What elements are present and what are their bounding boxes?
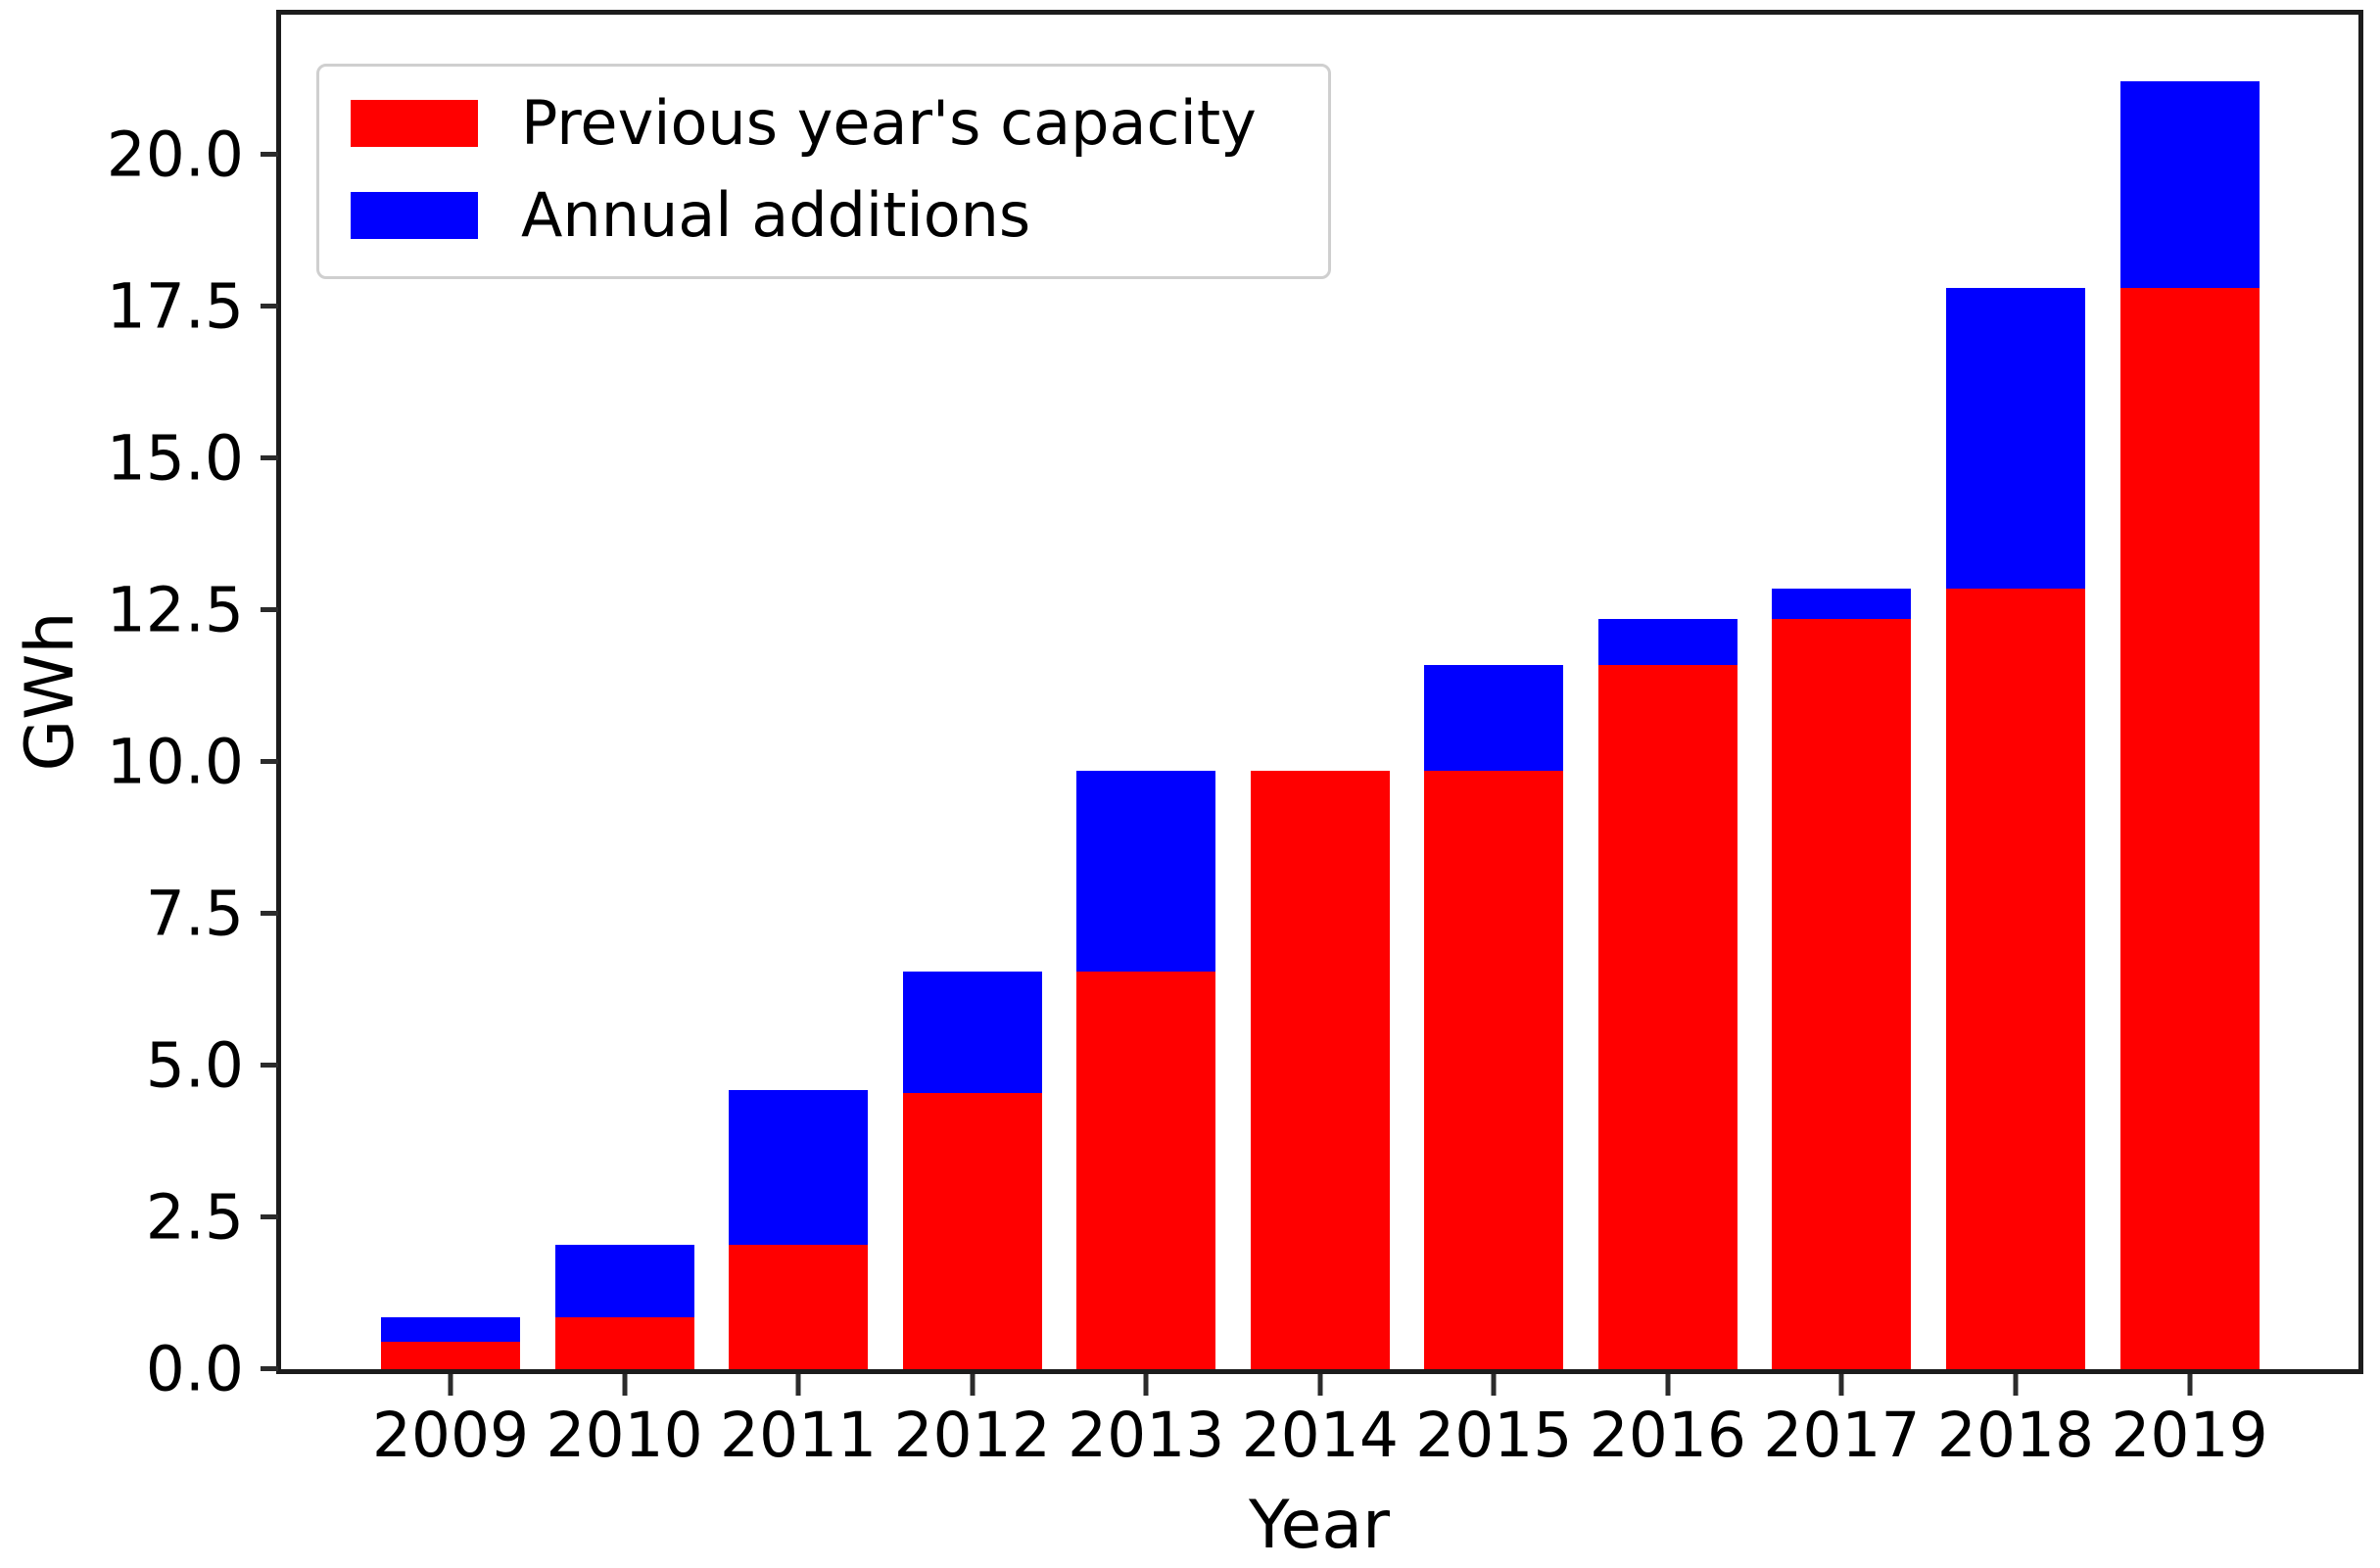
x-tick-2012	[970, 1374, 976, 1396]
plot-area: 0.0 2.5 5.0 7.5 10.0 12.5 15.0 17.5 20.0 2009 201…	[107, 10, 2363, 1466]
legend-swatch-blue	[351, 192, 478, 240]
x-tick-label-2013: 2013	[1068, 1400, 1225, 1471]
bar-2017-annual-additions	[1772, 589, 1912, 620]
y-axis-title: GWh	[12, 611, 89, 772]
x-tick-label-2016: 2016	[1589, 1400, 1747, 1471]
y-tick-20.0	[261, 151, 278, 157]
bar-2013-previous-capacity	[1076, 971, 1216, 1369]
x-tick-2017	[1838, 1374, 1844, 1396]
y-tick-label-10.0: 10.0	[106, 726, 244, 798]
bar-2016-annual-additions	[1597, 619, 1737, 665]
bar-2016-previous-capacity	[1597, 664, 1737, 1369]
x-tick-2015	[1491, 1374, 1497, 1396]
bar-2015-annual-additions	[1424, 664, 1564, 772]
x-tick-label-2019: 2019	[2111, 1400, 2268, 1471]
y-tick-label-5.0: 5.0	[145, 1029, 244, 1102]
x-tick-2013	[1143, 1374, 1149, 1396]
y-tick-0.0	[261, 1366, 278, 1371]
x-tick-label-2009: 2009	[371, 1400, 530, 1471]
x-tick-2016	[1665, 1374, 1671, 1396]
bar-2017-previous-capacity	[1772, 619, 1912, 1369]
bar-2010-previous-capacity	[554, 1317, 694, 1369]
bar-2012-annual-additions	[902, 971, 1042, 1093]
y-tick-2.5	[261, 1213, 278, 1219]
y-tick-label-12.5: 12.5	[106, 574, 244, 646]
bar-2019-annual-additions	[2119, 81, 2260, 289]
y-tick-7.5	[261, 910, 278, 916]
y-tick-label-0.0: 0.0	[145, 1333, 244, 1405]
y-tick-15.0	[261, 454, 278, 460]
x-tick-label-2011: 2011	[719, 1400, 878, 1471]
x-tick-2018	[2013, 1374, 2019, 1396]
x-tick-label-2012: 2012	[893, 1400, 1051, 1471]
bar-2013-annual-additions	[1076, 771, 1216, 972]
y-tick-label-20.0: 20.0	[106, 119, 244, 191]
x-axis-title: Year	[1249, 1487, 1390, 1564]
legend-row-previous-capacity: Previous year's capacity	[351, 87, 1295, 159]
y-tick-10.0	[261, 758, 278, 764]
bar-2019-previous-capacity	[2119, 288, 2260, 1369]
bar-2012-previous-capacity	[902, 1092, 1042, 1369]
x-tick-label-2017: 2017	[1763, 1400, 1921, 1471]
bar-2009-previous-capacity	[380, 1342, 520, 1369]
x-tick-2014	[1317, 1374, 1323, 1396]
x-tick-2009	[448, 1374, 453, 1396]
legend-row-annual-additions: Annual additions	[351, 179, 1295, 252]
bar-2011-annual-additions	[729, 1089, 869, 1245]
x-tick-label-2015: 2015	[1415, 1400, 1573, 1471]
y-tick-17.5	[261, 303, 278, 309]
bar-2018-previous-capacity	[1945, 589, 2085, 1369]
legend: Previous year's capacity Annual addition…	[316, 64, 1331, 280]
x-tick-2019	[2187, 1374, 2192, 1396]
x-tick-2010	[622, 1374, 628, 1396]
x-tick-label-2010: 2010	[546, 1400, 703, 1471]
legend-label-previous-capacity: Previous year's capacity	[521, 87, 1257, 159]
x-tick-label-2014: 2014	[1241, 1400, 1399, 1471]
legend-label-annual-additions: Annual additions	[521, 179, 1031, 252]
x-tick-2011	[795, 1374, 801, 1396]
x-tick-label-2018: 2018	[1936, 1400, 2095, 1471]
legend-swatch-red	[351, 100, 478, 148]
bar-2014-previous-capacity	[1250, 771, 1390, 1369]
bar-2011-previous-capacity	[729, 1244, 869, 1369]
bar-2015-previous-capacity	[1424, 771, 1564, 1369]
bar-2018-annual-additions	[1945, 288, 2085, 590]
y-tick-12.5	[261, 606, 278, 612]
y-tick-5.0	[261, 1062, 278, 1068]
bar-2010-annual-additions	[554, 1244, 694, 1318]
y-tick-label-17.5: 17.5	[106, 270, 244, 343]
y-tick-label-7.5: 7.5	[145, 878, 244, 950]
y-tick-label-15.0: 15.0	[106, 422, 244, 495]
bar-2009-annual-additions	[380, 1317, 520, 1343]
y-tick-label-2.5: 2.5	[145, 1181, 244, 1254]
